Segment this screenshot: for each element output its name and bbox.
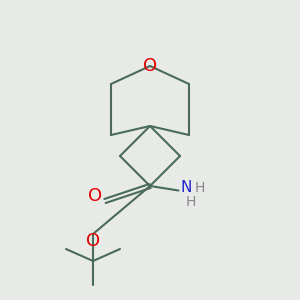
Text: H: H [185, 196, 196, 209]
Text: O: O [88, 187, 103, 205]
Text: O: O [86, 232, 100, 250]
Text: H: H [194, 181, 205, 194]
Text: O: O [143, 57, 157, 75]
Text: N: N [180, 180, 192, 195]
